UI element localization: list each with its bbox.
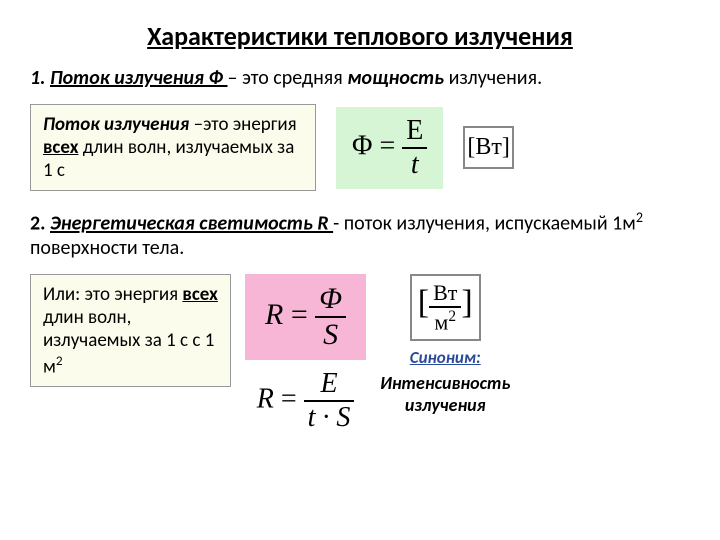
section2-lead: Энергетическая светимость R [50, 212, 333, 236]
section1-box-lead: Поток излучения [43, 113, 194, 136]
page-title: Характеристики теплового излучения [30, 20, 690, 52]
section2-right: [Втм2] Синоним: Интенсивность излучения [380, 274, 510, 416]
section1-unit: [Вт] [463, 126, 513, 169]
formula3-eq: = [274, 383, 304, 414]
section1-line: 1. Поток излучения Ф – это средняя мощно… [30, 66, 690, 90]
unit2-den-exp: 2 [448, 308, 456, 325]
section1-box-tail: длин волн, излучаемых за 1 с [43, 136, 294, 182]
section2-tail: поверхности тела. [30, 236, 184, 260]
section2-row: Или: это энергия всех длин волн, излучае… [30, 274, 690, 434]
formula2-num: Φ [315, 282, 346, 318]
section1-formula: Φ = Et [336, 107, 443, 189]
synonym-label: Синоним: [410, 347, 481, 368]
formula1-lhs: Φ [352, 130, 372, 161]
section2-num: 2. [30, 212, 50, 236]
section2-unit: [Втм2] [410, 274, 481, 341]
section2-box-mid: длин волн, излучаемых за 1 с с 1 м [43, 306, 214, 378]
formula1-den: t [402, 149, 427, 181]
section1-box-u: всех [43, 136, 79, 159]
section1-row: Поток излучения –это энергия всех длин в… [30, 104, 690, 191]
section2-formula1: R = ΦS [245, 274, 366, 360]
synonym-text: Интенсивность излучения [380, 372, 510, 416]
section2-box-or: Или: это энергия [43, 283, 182, 306]
unit2-num: Вт [429, 280, 461, 308]
section1-num: 1. [30, 66, 45, 90]
section2-dash: - поток излучения, испускаемый 1м [333, 212, 636, 236]
formula2-den: S [315, 318, 346, 352]
formula3-lhs: R [257, 383, 274, 414]
formula1-num: E [402, 115, 427, 149]
formula2-lhs: R [265, 298, 283, 331]
formula1-eq: = [372, 130, 402, 161]
section2-box: Или: это энергия всех длин волн, излучае… [30, 274, 231, 387]
section2-formula2: R = Et · S [257, 368, 355, 434]
section2-box-u: всех [182, 283, 218, 306]
section2-line: 2. Энергетическая светимость R - поток и… [30, 209, 690, 260]
section1-tail: излучения. [444, 66, 542, 90]
section1-power: мощность [347, 66, 444, 90]
synonym-text2: излучения [405, 394, 486, 416]
section2-box-exp: 2 [56, 352, 63, 369]
section2-exp: 2 [636, 209, 643, 226]
formula3-den: t · S [304, 402, 355, 434]
section1-lead: Поток излучения Ф [50, 66, 227, 90]
section2-formulas: R = ΦS R = Et · S [245, 274, 366, 434]
formula2-eq: = [283, 298, 315, 331]
section1-dash: – это средняя [228, 66, 348, 90]
section1-box: Поток излучения –это энергия всех длин в… [30, 104, 316, 191]
synonym-text1: Интенсивность [380, 372, 510, 394]
formula3-num: E [304, 368, 355, 402]
section1-box-dash: –это энергия [194, 113, 297, 136]
unit2-den-base: м [434, 309, 448, 334]
